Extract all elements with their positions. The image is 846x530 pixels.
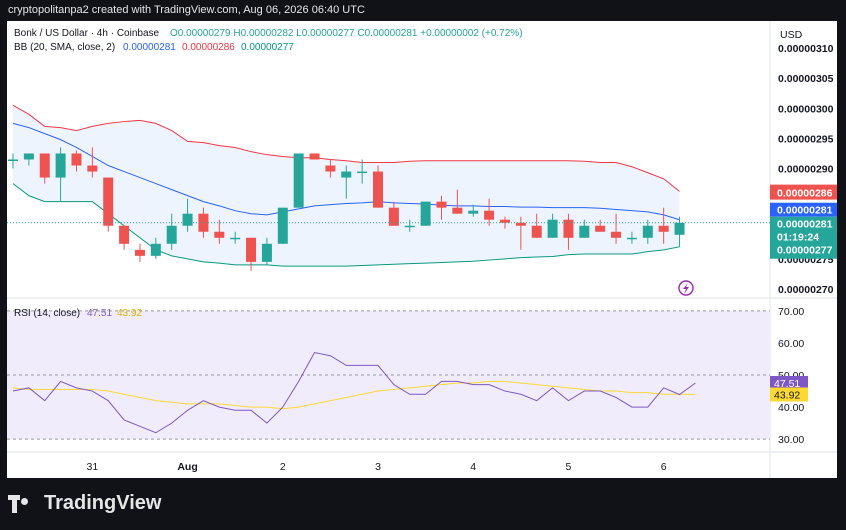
time-tick-label: 31 <box>87 461 99 473</box>
candle-up <box>341 171 352 178</box>
candle-down <box>39 153 50 178</box>
rsi-line <box>12 351 696 434</box>
candle-down <box>103 177 114 226</box>
candle-down <box>388 207 399 226</box>
time-tick-label: 3 <box>375 461 381 473</box>
time-tick-label: 2 <box>280 461 286 473</box>
countdown-text: 01:19:24 <box>777 232 819 244</box>
candle-down <box>373 171 384 208</box>
candle-up <box>674 222 685 235</box>
candle-up <box>230 237 241 240</box>
legend-symbol: Bonk / US Dollar · 4h · Coinbase <box>14 28 160 39</box>
candle-up <box>468 210 479 214</box>
current-price-badge <box>770 216 837 259</box>
rsi-tick-label: 40.00 <box>778 402 804 414</box>
candle-up <box>150 243 161 256</box>
candle-up <box>55 153 66 178</box>
bb-upper-badge-text: 0.00000286 <box>777 188 833 200</box>
candle-up <box>182 213 193 226</box>
candle-down <box>531 225 542 238</box>
candle-down <box>134 249 145 256</box>
rsi-badge-text: 47.51 <box>774 378 800 390</box>
price-tick-label: 0.00000310 <box>778 43 834 55</box>
candle-down <box>325 165 336 172</box>
candle-down <box>309 153 320 160</box>
candle-down <box>452 207 463 214</box>
bb-upper-line <box>12 104 680 192</box>
candle-down <box>119 225 130 244</box>
rsi-ma-badge-text: 43.92 <box>774 390 800 402</box>
candle-down <box>658 225 669 232</box>
candle-up <box>261 243 272 262</box>
candle-down <box>436 201 447 208</box>
current-price-text: 0.00000281 <box>777 219 833 231</box>
candle-up <box>626 237 637 240</box>
attribution-text: cryptopolitanpa2 created with TradingVie… <box>8 4 365 16</box>
candle-up <box>23 153 34 160</box>
tradingview-logo-icon <box>8 494 38 513</box>
legend-rsi-ma-value: 43.92 <box>117 308 142 319</box>
bb-basis-line <box>12 122 680 221</box>
rsi-badge <box>770 375 808 390</box>
legend-rsi-value: 47.51 <box>87 308 112 319</box>
legend-bb-basis: 0.00000281 <box>123 42 176 53</box>
price-tick-label: 0.00000290 <box>778 164 834 176</box>
candle-up <box>277 207 288 244</box>
lightning-icon <box>678 280 694 296</box>
candle-down <box>611 231 622 238</box>
legend-rsi-label: RSI (14, close) <box>14 308 80 319</box>
brand-name: TradingView <box>44 492 162 514</box>
price-tick-label: 0.00000305 <box>778 73 834 85</box>
candle-down <box>198 213 209 232</box>
rsi-ma-line <box>12 380 696 410</box>
currency-label: USD <box>780 29 803 41</box>
candle-down <box>246 237 257 262</box>
candle-up <box>166 225 177 244</box>
lightning-bolt-icon <box>683 283 689 294</box>
legend-ohlc: O0.00000279 H0.00000282 L0.00000277 C0.0… <box>170 28 523 39</box>
candle-down <box>71 153 82 166</box>
time-tick-label: 6 <box>661 461 667 473</box>
candle-up <box>293 153 304 208</box>
candle-down <box>595 225 606 232</box>
candle-down <box>87 165 98 172</box>
rsi-tick-label: 30.00 <box>778 434 804 446</box>
bb-upper-badge <box>770 184 837 200</box>
candle-down <box>484 210 495 220</box>
bb-lower-badge-text: 0.00000277 <box>777 245 833 257</box>
bb-basis-badge <box>770 202 837 217</box>
candle-up <box>8 159 18 161</box>
candle-up <box>579 225 590 238</box>
legend-bb-upper: 0.00000286 <box>182 42 235 53</box>
candle-down <box>515 222 526 226</box>
candle-up <box>547 219 558 238</box>
bb-basis-badge-text: 0.00000281 <box>777 205 833 217</box>
rsi-ma-badge <box>770 387 808 402</box>
legend-bb-label: BB (20, SMA, close, 2) <box>14 42 115 53</box>
time-tick-label: Aug <box>177 461 197 473</box>
candle-up <box>404 225 415 228</box>
price-tick-label: 0.00000300 <box>778 103 834 115</box>
time-tick-label: 4 <box>470 461 476 473</box>
candle-up <box>420 201 431 226</box>
price-tick-label: 0.00000270 <box>778 284 834 296</box>
candle-up <box>357 171 368 174</box>
footer-brand: TradingView <box>8 492 161 515</box>
candle-down <box>563 219 574 238</box>
price-tick-label: 0.00000295 <box>778 133 834 145</box>
candle-up <box>642 225 653 238</box>
rsi-tick-label: 70.00 <box>778 306 804 318</box>
candle-down <box>214 231 225 238</box>
candle-down <box>499 219 510 223</box>
legend-bb-lower: 0.00000277 <box>241 42 294 53</box>
time-tick-label: 5 <box>566 461 572 473</box>
rsi-tick-label: 60.00 <box>778 338 804 350</box>
